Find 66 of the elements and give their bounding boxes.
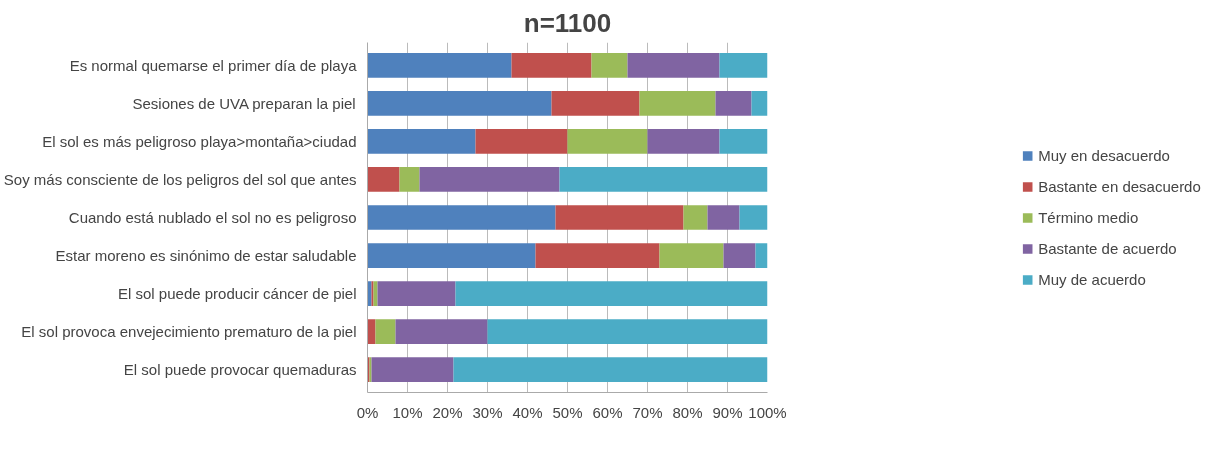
bar [367,319,376,344]
bar [367,167,400,192]
legend-label: Bastante en desacuerdo [1038,177,1201,195]
bar [719,52,768,78]
bar [399,167,420,192]
bar [755,243,768,268]
bar [683,205,708,230]
bar [367,205,556,230]
y-tick-label: El sol provoca envejecimiento prematuro de la piel [21,323,357,341]
y-tick-label: El sol puede producir cáncer de piel [118,285,357,303]
bar [419,167,560,192]
x-tick-label: 20% [432,403,463,421]
y-tick-label: El sol puede provocar quemaduras [123,361,357,379]
bar [559,167,768,192]
bar [591,52,628,78]
bar [367,129,476,154]
x-tick-label: 60% [592,403,623,421]
bar [455,281,768,306]
y-tick-label: Estar moreno es sinónimo de estar saludable [55,247,357,265]
bar [395,319,488,344]
y-tick-label: Sesiones de UVA preparan la piel [132,94,356,112]
x-tick-label: 30% [472,403,503,421]
bar [555,205,684,230]
x-tick-label: 50% [552,403,583,421]
x-tick-label: 40% [512,403,543,421]
bar [373,281,378,306]
bar [751,91,768,116]
bar [627,52,720,78]
x-tick-label: 100% [748,403,787,421]
bar [567,129,648,154]
bar [739,205,768,230]
bar [719,129,768,154]
bar [475,129,568,154]
y-tick-label: Cuando está nublado el sol no es peligroso [68,209,357,226]
bar [377,281,456,306]
bar [371,357,454,383]
bar [367,91,552,116]
bar [647,129,720,154]
legend-label: Muy en desacuerdo [1038,146,1170,164]
x-tick-label: 70% [632,403,663,421]
bar [367,52,512,78]
y-tick-label: Es normal quemarse el primer día de playa [69,56,358,74]
bar [367,281,372,306]
bar [487,319,768,344]
bar [511,52,592,78]
legend-label: Muy de acuerdo [1038,270,1146,288]
bar [375,319,396,344]
y-tick-label: El sol es más peligroso playa>montaña>ciudad [42,132,357,150]
bar [715,91,752,116]
bar [707,205,740,230]
chart-title: n=1100 [523,7,612,38]
legend-label: Bastante de acuerdo [1038,239,1177,257]
bar [371,281,374,306]
bar [659,243,724,268]
x-tick-label: 80% [672,403,703,421]
legend-label: Término medio [1038,208,1139,226]
x-tick-label: 0% [356,403,379,421]
x-tick-label: 10% [392,403,423,421]
y-tick-label: Soy más consciente de los peligros del sol que antes [3,170,357,188]
bar [551,91,640,116]
x-tick-label: 90% [712,403,743,421]
bar [639,91,716,116]
bar [367,243,536,268]
bar [723,243,756,268]
bar [453,357,768,383]
bar [535,243,660,268]
